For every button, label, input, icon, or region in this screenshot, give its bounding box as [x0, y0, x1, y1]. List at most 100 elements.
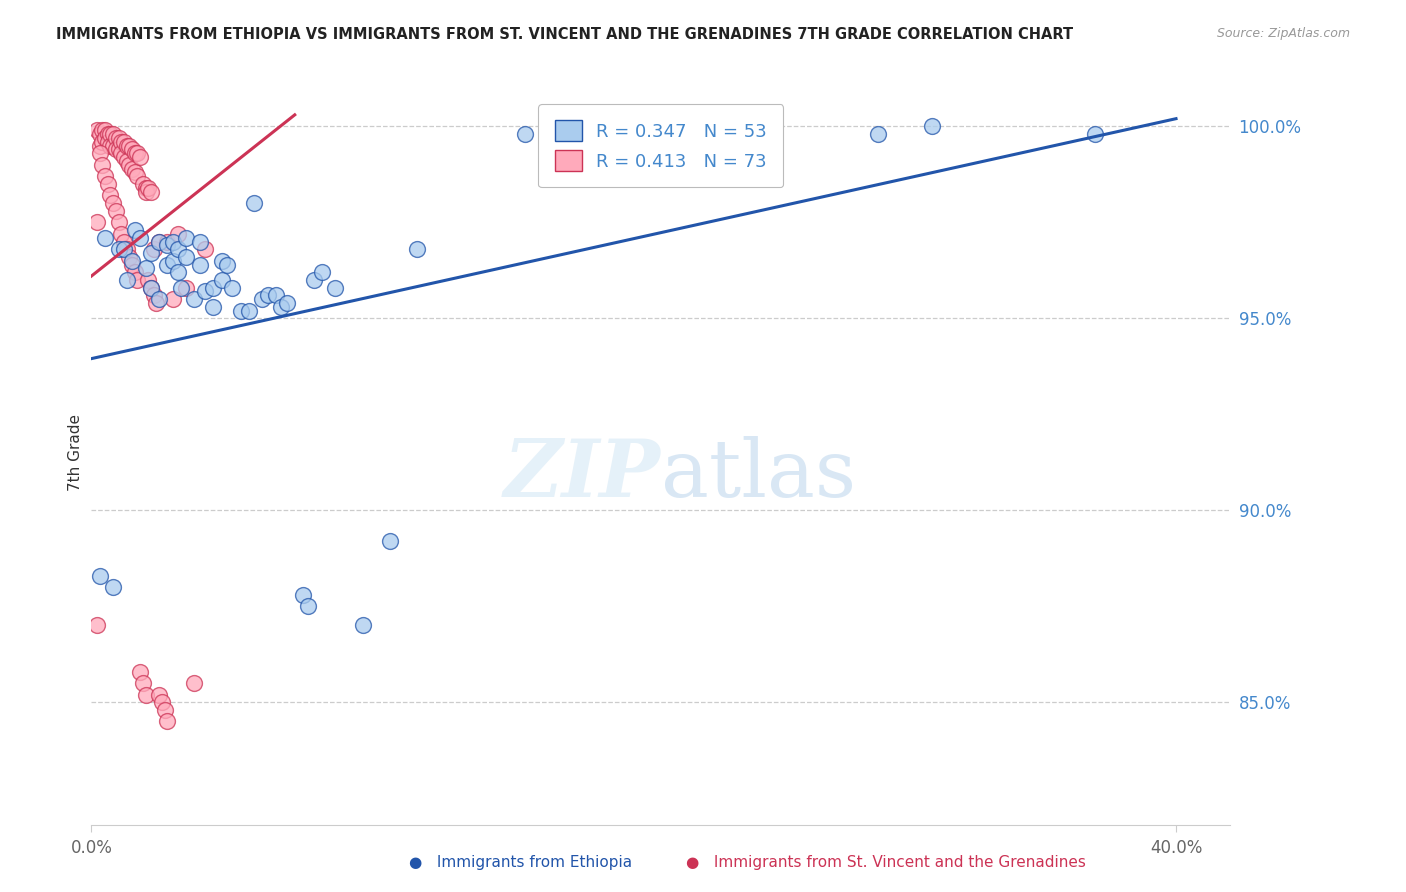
Point [162, 253, 184, 268]
Point [270, 300, 292, 314]
Point [89, 127, 111, 141]
Point [221, 280, 243, 294]
Point [121, 161, 143, 176]
Point [194, 242, 217, 256]
Point [302, 273, 325, 287]
Point [243, 196, 266, 211]
Point [110, 227, 132, 241]
Point [211, 273, 233, 287]
Point [188, 258, 211, 272]
Point [101, 138, 124, 153]
Text: atlas: atlas [661, 436, 856, 514]
Point [129, 665, 152, 679]
Point [112, 235, 135, 249]
Point [104, 131, 127, 145]
Text: IMMIGRANTS FROM ETHIOPIA VS IMMIGRANTS FROM ST. VINCENT AND THE GRENADINES 7TH G: IMMIGRANTS FROM ETHIOPIA VS IMMIGRANTS F… [56, 27, 1073, 42]
Point [86, 215, 108, 229]
Point [170, 280, 193, 294]
Point [107, 131, 129, 145]
Point [515, 127, 537, 141]
Point [98, 127, 121, 141]
Point [101, 196, 124, 211]
Point [148, 235, 170, 249]
Point [256, 288, 278, 302]
Point [89, 138, 111, 153]
Point [162, 235, 184, 249]
Point [115, 138, 138, 153]
Point [129, 230, 152, 244]
Point [104, 142, 127, 156]
Point [264, 288, 287, 302]
Point [866, 127, 889, 141]
Point [156, 258, 179, 272]
Point [94, 169, 117, 184]
Point [124, 265, 146, 279]
Point [91, 135, 114, 149]
Point [142, 288, 165, 302]
Point [188, 235, 211, 249]
Point [112, 150, 135, 164]
Point [150, 695, 173, 709]
Text: ●   Immigrants from St. Vincent and the Grenadines: ● Immigrants from St. Vincent and the Gr… [686, 855, 1085, 870]
Point [139, 280, 162, 294]
Point [121, 142, 143, 156]
Point [135, 181, 157, 195]
Point [194, 285, 217, 299]
Point [127, 146, 149, 161]
Point [91, 158, 114, 172]
Point [174, 250, 197, 264]
Point [110, 146, 132, 161]
Text: Source: ZipAtlas.com: Source: ZipAtlas.com [1216, 27, 1350, 40]
Point [86, 123, 108, 137]
Point [115, 273, 138, 287]
Point [167, 227, 190, 241]
Point [91, 123, 114, 137]
Point [124, 146, 146, 161]
Point [97, 177, 120, 191]
Point [98, 188, 121, 202]
Point [202, 300, 225, 314]
Point [276, 296, 298, 310]
Point [1084, 127, 1107, 141]
Point [238, 303, 260, 318]
Point [135, 185, 157, 199]
Point [139, 185, 162, 199]
Point [156, 714, 179, 729]
Point [148, 688, 170, 702]
Point [127, 273, 149, 287]
Point [211, 253, 233, 268]
Point [127, 169, 149, 184]
Point [174, 280, 197, 294]
Point [148, 292, 170, 306]
Point [921, 120, 943, 134]
Point [101, 127, 124, 141]
Point [121, 253, 143, 268]
Point [98, 138, 121, 153]
Point [378, 533, 401, 548]
Point [104, 203, 127, 218]
Point [110, 135, 132, 149]
Text: ZIP: ZIP [503, 436, 661, 514]
Point [291, 588, 314, 602]
Point [139, 246, 162, 260]
Point [107, 215, 129, 229]
Y-axis label: 7th Grade: 7th Grade [67, 414, 83, 491]
Point [94, 230, 117, 244]
Point [138, 181, 160, 195]
Point [162, 292, 184, 306]
Point [101, 580, 124, 594]
Point [132, 177, 155, 191]
Point [138, 273, 160, 287]
Point [142, 242, 165, 256]
Point [107, 142, 129, 156]
Point [112, 135, 135, 149]
Point [129, 150, 152, 164]
Point [89, 146, 111, 161]
Point [183, 292, 205, 306]
Point [86, 618, 108, 632]
Point [118, 158, 141, 172]
Point [139, 280, 162, 294]
Point [215, 258, 238, 272]
Point [124, 165, 146, 179]
Point [405, 242, 427, 256]
